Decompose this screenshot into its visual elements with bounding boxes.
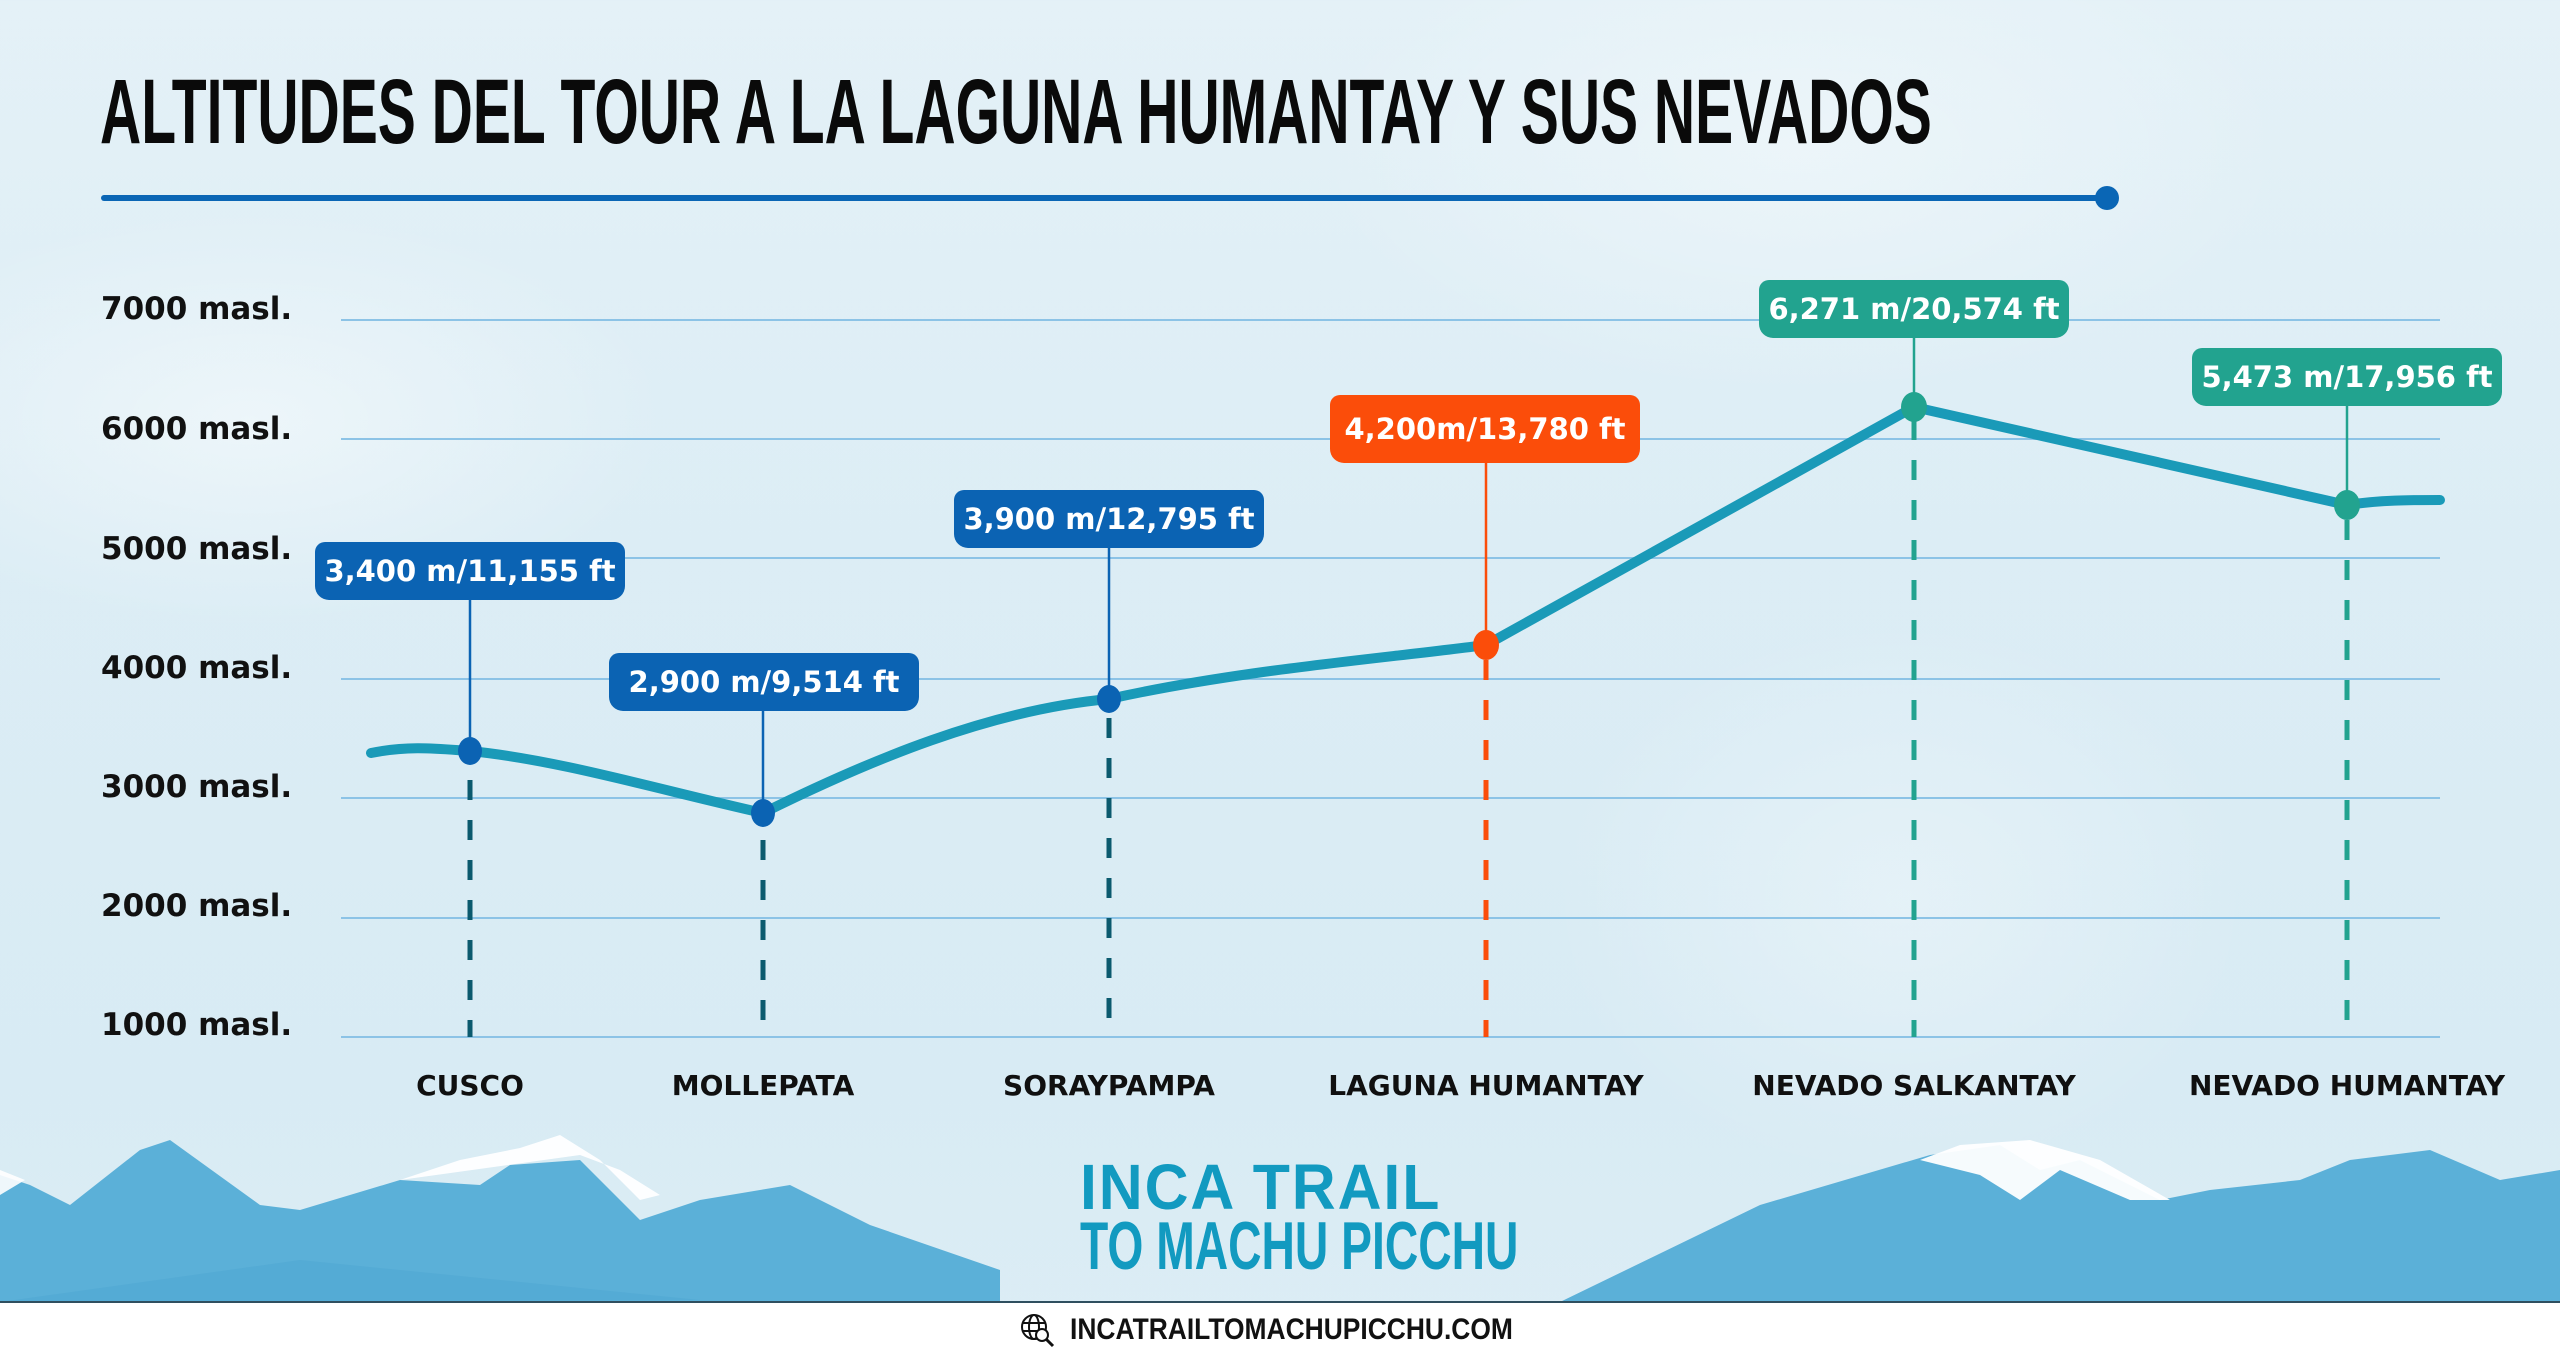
callout-cusco: 3,400 m/11,155 ft — [315, 542, 625, 600]
drop-lines — [467, 420, 2350, 1037]
mountain-illustration — [0, 1135, 2560, 1302]
x-label-laguna-humantay: LAGUNA HUMANTAY — [1328, 1069, 1644, 1102]
callout-soraypampa: 3,900 m/12,795 ft — [954, 490, 1264, 548]
x-label-cusco: CUSCO — [416, 1069, 524, 1102]
callout-nevado-humantay: 5,473 m/17,956 ft — [2192, 348, 2502, 406]
y-tick-4000: 4000 masl. — [101, 650, 293, 686]
footer-bar: INCATRAILTOMACHUPICCHU.COM — [0, 1301, 2560, 1357]
logo-line-1: INCA TRAIL — [1080, 1151, 1442, 1223]
data-points — [458, 392, 2360, 827]
callout-nevado-salkantay: 6,271 m/20,574 ft — [1759, 280, 2069, 338]
y-tick-6000: 6000 masl. — [101, 411, 293, 447]
y-tick-5000: 5000 masl. — [101, 531, 293, 567]
y-tick-3000: 3000 masl. — [101, 769, 293, 805]
y-tick-7000: 7000 masl. — [101, 291, 293, 327]
callout-laguna-humantay: 4,200m/13,780 ft — [1330, 395, 1640, 463]
callout-mollepata: 2,900 m/9,514 ft — [609, 653, 919, 711]
y-tick-1000: 1000 masl. — [101, 1007, 293, 1043]
altitude-line — [366, 402, 2445, 818]
globe-search-icon — [1021, 1314, 1055, 1348]
logo-line-2: TO MACHU PICCHU — [1080, 1208, 1519, 1284]
x-label-nevado-humantay: NEVADO HUMANTAY — [2188, 1069, 2506, 1102]
y-tick-2000: 2000 masl. — [101, 888, 293, 924]
x-label-nevado-salkantay: NEVADO SALKANTAY — [1752, 1069, 2076, 1102]
x-label-mollepata: MOLLEPATA — [671, 1069, 855, 1102]
title-underline-dot — [2095, 186, 2119, 210]
x-label-soraypampa: SORAYPAMPA — [1003, 1069, 1215, 1102]
page-title: ALTITUDES DEL TOUR A LA LAGUNA HUMANTAY … — [100, 61, 1932, 163]
brand-logo: INCA TRAIL TO MACHU PICCHU — [1080, 1151, 1519, 1284]
title-underline — [101, 195, 2101, 201]
website-url[interactable]: INCATRAILTOMACHUPICCHU.COM — [1070, 1313, 1513, 1346]
